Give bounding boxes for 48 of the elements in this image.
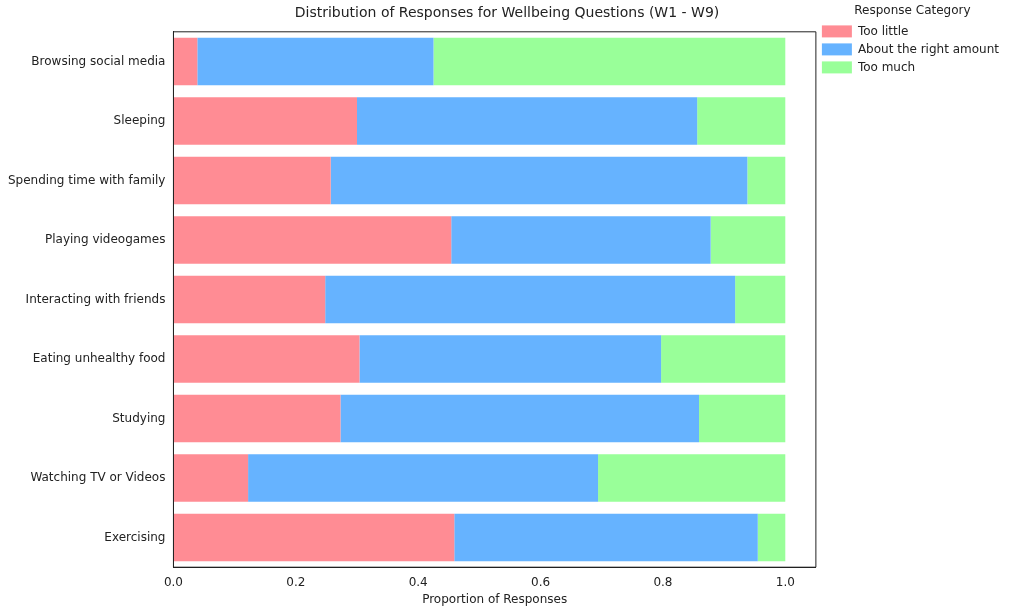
x-tick-label: 0.8	[653, 574, 673, 589]
bar	[173, 216, 452, 264]
bar	[661, 335, 786, 383]
x-tick-label: 0.6	[531, 574, 551, 589]
y-tick-label: Playing videogames	[44, 232, 166, 247]
bar	[697, 97, 786, 145]
legend-label: Too much	[856, 59, 916, 74]
legend-label: About the right amount	[857, 41, 1000, 56]
bar	[598, 454, 786, 502]
legend-label: Too little	[856, 23, 909, 38]
bar	[173, 454, 249, 502]
y-tick-label: Studying	[112, 410, 166, 425]
y-tick-label: Interacting with friends	[25, 291, 166, 306]
bar	[757, 513, 786, 562]
bar	[173, 335, 360, 383]
bar	[454, 513, 758, 562]
bar	[451, 216, 711, 264]
legend-title: Response Category	[854, 3, 971, 18]
bar	[433, 37, 786, 86]
bar	[747, 156, 786, 205]
bar	[340, 394, 700, 443]
bar	[173, 97, 357, 145]
x-tick-label: 0.4	[408, 574, 428, 589]
bar	[359, 335, 662, 383]
x-tick-label: 1.0	[775, 574, 795, 589]
bar	[173, 513, 455, 562]
y-tick-label: Watching TV or Videos	[30, 470, 166, 485]
chart-title: Distribution of Responses for Wellbeing Questions (W1 - W9)	[294, 4, 720, 21]
x-tick-label: 0.0	[163, 574, 183, 589]
bar	[735, 275, 786, 324]
bar	[330, 156, 748, 205]
bar	[173, 37, 198, 86]
bar	[173, 156, 331, 205]
bar	[173, 275, 326, 324]
y-tick-label: Exercising	[104, 529, 166, 544]
bar	[699, 394, 786, 443]
y-tick-label: Sleeping	[113, 113, 166, 128]
bar	[325, 275, 736, 324]
x-axis-title: Proportion of Responses	[422, 591, 568, 606]
y-tick-label: Spending time with family	[7, 172, 166, 187]
bar	[197, 37, 434, 86]
bar	[173, 394, 341, 443]
bar	[357, 97, 698, 145]
y-tick-label: Eating unhealthy food	[32, 351, 166, 366]
x-tick-label: 0.2	[286, 574, 306, 589]
bar	[248, 454, 599, 502]
bar	[710, 216, 786, 264]
y-tick-label: Browsing social media	[31, 53, 166, 68]
